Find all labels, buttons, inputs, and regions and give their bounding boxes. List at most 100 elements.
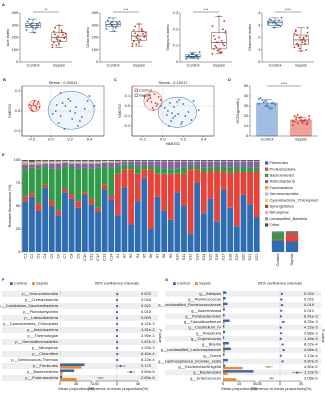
point [112,25,114,28]
bar-segment [62,161,68,163]
point [214,44,216,47]
point [224,31,227,34]
bar-segment [55,215,62,252]
bar-segment [233,226,240,252]
x-tick-label: 0.2 [180,137,186,142]
point [138,41,140,44]
bar-segment [240,166,247,172]
point [211,52,214,55]
point [36,103,39,105]
row-stripe [2,303,158,309]
bar-segment [207,161,214,168]
bar-segment [220,166,227,172]
point [306,123,309,125]
y-tick-label: 50 [16,203,21,208]
bar-segment [161,160,168,161]
panel-label: F [2,277,5,282]
point [138,23,140,25]
difference-point [116,352,119,356]
taxon-label: g__Ruminococcus [188,297,221,302]
point [219,51,222,54]
bar-segment [161,173,168,211]
y-tick-label: 30 [244,103,249,108]
point [77,125,79,127]
bar-segment [161,168,168,174]
bar-segment [101,184,108,190]
point [304,119,307,121]
x-tick-label: C4 [42,253,47,259]
point [184,115,187,117]
x-tick-label: Sepsis [289,254,294,266]
y-tick-label: 1 [258,47,261,52]
y-axis-label: Chao index [85,27,90,47]
legend-swatch [10,282,13,285]
point [54,26,56,29]
point [197,109,200,111]
point [55,44,58,47]
point [298,36,301,39]
bar-segment [187,160,194,162]
taxon-label: p__Cyanobacteria_Chloroplast [3,321,59,326]
bar-segment [114,160,121,161]
point [108,17,110,19]
bar-segment [187,169,194,234]
x-tick-label: 0 [59,381,62,386]
point [56,35,59,38]
point [178,99,181,101]
x-tick-label: Sepsis [53,63,65,68]
point [293,115,296,117]
bar-segment [101,189,108,252]
point [88,95,91,97]
point [223,44,226,47]
y-axis-label: Relative Abundance (%) [7,184,12,228]
bar-segment [240,161,247,167]
bar-segment [48,161,55,163]
point [139,38,142,41]
bar-segment [42,184,49,188]
bar-segment [181,206,187,252]
p-value: 8.40e-4 [141,351,155,356]
bar-segment [154,173,161,197]
legend-swatch [265,167,269,171]
point [28,104,31,106]
bar-segment [55,210,62,216]
bar-segment [121,160,128,162]
point [80,116,83,118]
point [155,105,158,107]
y-tick-label: 0 [96,59,99,64]
point [132,40,135,43]
x-tick-label: S2 [122,253,127,259]
bar-segment [42,162,49,164]
point [218,36,220,39]
difference-point [279,326,282,329]
point [267,106,270,108]
x-tick-label: S13 [194,253,199,261]
bar-segment [214,160,220,161]
bar-segment [35,160,42,162]
point [71,118,74,120]
bar [60,375,63,378]
point [304,40,306,43]
bar-segment [108,161,115,163]
point [274,104,277,106]
x-tick-label: Sepsis [295,137,307,142]
bar-segment [200,167,207,172]
bar-segment [240,160,247,162]
x-tick-label: 36 [74,381,79,386]
bar-segment [220,161,227,167]
point [196,54,198,57]
x-axis-label: Mean proportion(%) [58,386,94,391]
bar-segment [101,162,108,167]
bar-segment [253,160,260,162]
difference-point [280,309,283,312]
point [278,24,280,27]
point [296,114,299,116]
bar-segment [42,166,49,185]
legend-swatch [134,93,138,97]
bar-segment [148,160,154,161]
bar [60,366,82,369]
bar-segment [95,167,101,208]
bar-segment [81,194,88,252]
point [215,46,218,49]
y-tick-label: 0.2 [15,88,21,93]
